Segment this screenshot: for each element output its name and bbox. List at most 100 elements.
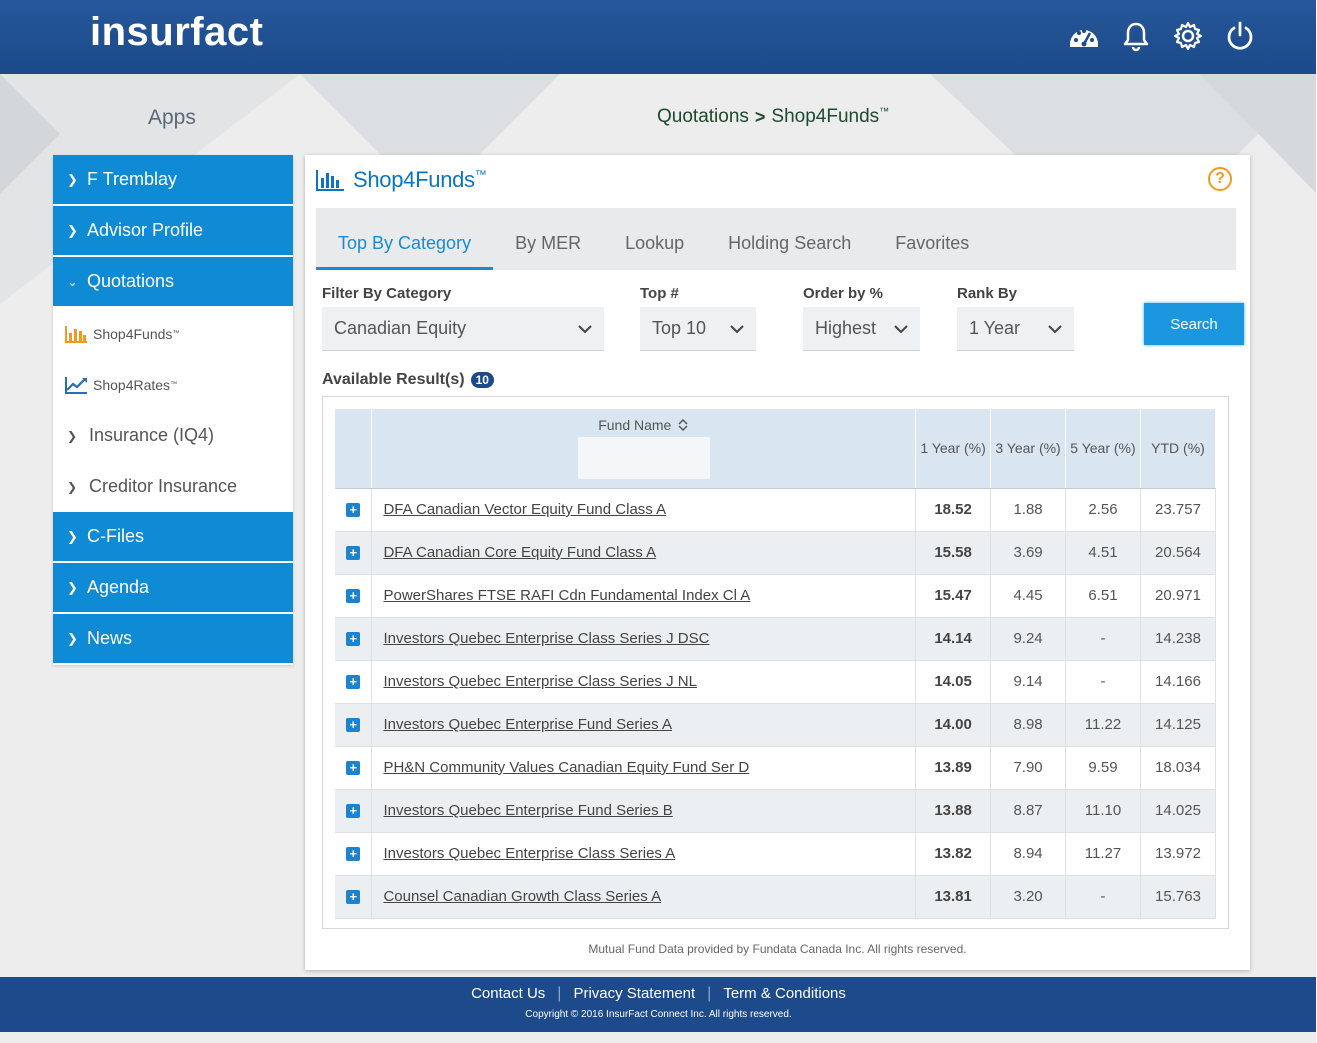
cell-3-year: 8.98: [990, 703, 1067, 747]
col-5-year[interactable]: 5 Year (%): [1065, 409, 1141, 489]
filter-bar: Filter By Category Canadian Equity Top #…: [322, 285, 1244, 355]
table-row: + Investors Quebec Enterprise Fund Serie…: [335, 703, 1217, 747]
tab-bar: Top By Category By MER Lookup Holding Se…: [316, 208, 1236, 270]
chevron-down-icon: [730, 324, 744, 333]
sidebar-item-f-tremblay[interactable]: ❯ F Tremblay: [53, 155, 293, 206]
col-ytd[interactable]: YTD (%): [1140, 409, 1217, 489]
contact-us-link[interactable]: Contact Us: [471, 985, 546, 1002]
table-row: + Investors Quebec Enterprise Fund Serie…: [335, 789, 1217, 833]
cell-3-year: 8.94: [990, 832, 1067, 876]
dashboard-icon[interactable]: [1067, 18, 1101, 54]
sidebar-item-c-files[interactable]: ❯ C-Files: [53, 512, 293, 563]
cell-3-year: 3.69: [990, 531, 1067, 575]
chevron-down-icon: [894, 324, 908, 333]
cell-5-year: 9.59: [1065, 746, 1141, 790]
footer-separator: |: [557, 985, 562, 1002]
expand-plus-icon[interactable]: +: [346, 846, 361, 861]
cell-ytd: 14.166: [1140, 660, 1217, 704]
privacy-statement-link[interactable]: Privacy Statement: [573, 985, 696, 1002]
breadcrumb-quotations[interactable]: Quotations: [657, 106, 749, 127]
chevron-right-icon: ❯: [67, 479, 78, 494]
app-logo[interactable]: insurfact: [90, 10, 264, 54]
cell-1-year: 18.52: [915, 488, 992, 532]
chevron-right-icon: ❯: [67, 579, 78, 595]
tab-holding-search[interactable]: Holding Search: [728, 233, 852, 253]
filter-category-label: Filter By Category: [322, 285, 452, 302]
cell-1-year: 14.00: [915, 703, 992, 747]
filter-rank: Rank By 1 Year: [957, 285, 1074, 351]
table-row: + DFA Canadian Core Equity Fund Class A …: [335, 531, 1217, 575]
sidebar-item-shop4funds[interactable]: Shop4Funds ™: [53, 308, 293, 359]
fund-name-filter-input[interactable]: [577, 437, 710, 480]
fund-link[interactable]: PH&N Community Values Canadian Equity Fu…: [383, 759, 750, 776]
sidebar-item-insurance-iq4[interactable]: ❯ Insurance (IQ4): [53, 410, 293, 461]
fund-link[interactable]: Investors Quebec Enterprise Class Series…: [383, 630, 710, 647]
cell-1-year: 15.58: [915, 531, 992, 575]
search-button[interactable]: Search: [1144, 303, 1244, 345]
sidebar-item-quotations[interactable]: ⌄ Quotations: [53, 257, 293, 308]
sidebar: ❯ F Tremblay ❯ Advisor Profile ⌄ Quotati…: [53, 155, 293, 665]
fund-link[interactable]: Counsel Canadian Growth Class Series A: [383, 888, 662, 905]
apps-title: Apps: [148, 106, 196, 129]
sort-fund-name[interactable]: Fund Name: [598, 417, 689, 433]
rank-select[interactable]: 1 Year: [957, 307, 1074, 351]
cell-ytd: 18.034: [1140, 746, 1217, 790]
chevron-down-icon: ⌄: [67, 273, 78, 289]
fund-name-header: Fund Name: [371, 409, 917, 489]
panel-header: Shop4Funds™: [315, 167, 487, 193]
tab-lookup[interactable]: Lookup: [625, 233, 685, 253]
cell-1-year: 15.47: [915, 574, 992, 618]
terms-conditions-link[interactable]: Term & Conditions: [723, 985, 846, 1002]
results-table-container: Fund Name 1 Year (%) 3 Year (%) 5 Year (…: [322, 396, 1229, 929]
fund-link[interactable]: Investors Quebec Enterprise Fund Series …: [383, 802, 673, 819]
expand-plus-icon[interactable]: +: [346, 717, 361, 732]
power-icon[interactable]: [1223, 18, 1257, 54]
expand-plus-icon[interactable]: +: [346, 674, 361, 689]
top-select[interactable]: Top 10: [640, 307, 756, 351]
tab-by-mer[interactable]: By MER: [515, 233, 582, 253]
tab-top-by-category[interactable]: Top By Category: [316, 208, 494, 270]
col-1-year[interactable]: 1 Year (%): [915, 409, 992, 489]
sidebar-item-shop4rates[interactable]: Shop4Rates ™: [53, 359, 293, 410]
sidebar-item-agenda[interactable]: ❯ Agenda: [53, 563, 293, 614]
fund-link[interactable]: Investors Quebec Enterprise Class Series…: [383, 673, 697, 690]
category-select[interactable]: Canadian Equity: [322, 307, 604, 351]
gear-icon[interactable]: [1171, 18, 1205, 54]
expand-plus-icon[interactable]: +: [346, 631, 361, 646]
fund-link[interactable]: Investors Quebec Enterprise Class Series…: [383, 845, 676, 862]
fund-link[interactable]: DFA Canadian Vector Equity Fund Class A: [383, 501, 667, 518]
fund-link[interactable]: PowerShares FTSE RAFI Cdn Fundamental In…: [383, 587, 751, 604]
cell-1-year: 13.89: [915, 746, 992, 790]
expand-plus-icon[interactable]: +: [346, 760, 361, 775]
cell-5-year: -: [1065, 875, 1141, 919]
sidebar-item-news[interactable]: ❯ News: [53, 614, 293, 665]
help-icon[interactable]: ?: [1208, 167, 1232, 191]
filter-top: Top # Top 10: [640, 285, 756, 351]
bell-icon[interactable]: [1119, 18, 1153, 54]
sidebar-item-creditor-insurance[interactable]: ❯ Creditor Insurance: [53, 461, 293, 512]
cell-ytd: 14.025: [1140, 789, 1217, 833]
cell-3-year: 1.88: [990, 488, 1067, 532]
copyright: Copyright © 2016 InsurFact Connect Inc. …: [525, 1009, 792, 1020]
sidebar-item-advisor-profile[interactable]: ❯ Advisor Profile: [53, 206, 293, 257]
expand-plus-icon[interactable]: +: [346, 545, 361, 560]
cell-3-year: 3.20: [990, 875, 1067, 919]
fund-link[interactable]: DFA Canadian Core Equity Fund Class A: [383, 544, 657, 561]
expand-plus-icon[interactable]: +: [346, 803, 361, 818]
expand-plus-icon[interactable]: +: [346, 502, 361, 517]
bar-chart-icon: [316, 170, 344, 191]
expand-plus-icon[interactable]: +: [346, 889, 361, 904]
tab-favorites[interactable]: Favorites: [895, 233, 970, 253]
fund-link[interactable]: Investors Quebec Enterprise Fund Series …: [383, 716, 672, 733]
cell-ytd: 14.238: [1140, 617, 1217, 661]
order-select[interactable]: Highest: [803, 307, 920, 351]
cell-5-year: -: [1065, 617, 1141, 661]
chevron-down-icon: [578, 324, 592, 333]
available-results-label: Available Result(s): [322, 371, 465, 388]
footer-links: Contact Us | Privacy Statement | Term & …: [0, 985, 1317, 1003]
cell-3-year: 8.87: [990, 789, 1067, 833]
filter-top-label: Top #: [640, 285, 679, 302]
col-3-year[interactable]: 3 Year (%): [990, 409, 1067, 489]
page-footer: Contact Us | Privacy Statement | Term & …: [0, 977, 1317, 1032]
expand-plus-icon[interactable]: +: [346, 588, 361, 603]
